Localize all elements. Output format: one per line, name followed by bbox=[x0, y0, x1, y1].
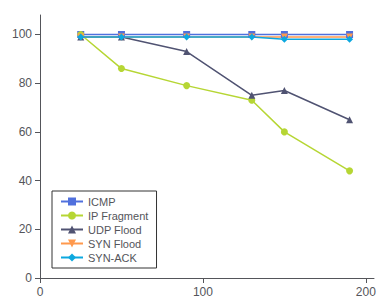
svg-text:20: 20 bbox=[19, 222, 33, 236]
svg-text:0: 0 bbox=[37, 285, 44, 299]
svg-text:200: 200 bbox=[356, 285, 376, 299]
svg-text:SYN-ACK: SYN-ACK bbox=[88, 252, 138, 264]
svg-text:0: 0 bbox=[25, 271, 32, 285]
svg-text:SYN Flood: SYN Flood bbox=[88, 238, 141, 250]
svg-text:40: 40 bbox=[19, 174, 33, 188]
svg-text:60: 60 bbox=[19, 125, 33, 139]
svg-text:IP Fragment: IP Fragment bbox=[88, 210, 148, 222]
svg-text:80: 80 bbox=[19, 76, 33, 90]
svg-text:UDP Flood: UDP Flood bbox=[88, 224, 142, 236]
svg-text:100: 100 bbox=[193, 285, 213, 299]
svg-text:ICMP: ICMP bbox=[88, 196, 116, 208]
svg-text:100: 100 bbox=[12, 27, 32, 41]
